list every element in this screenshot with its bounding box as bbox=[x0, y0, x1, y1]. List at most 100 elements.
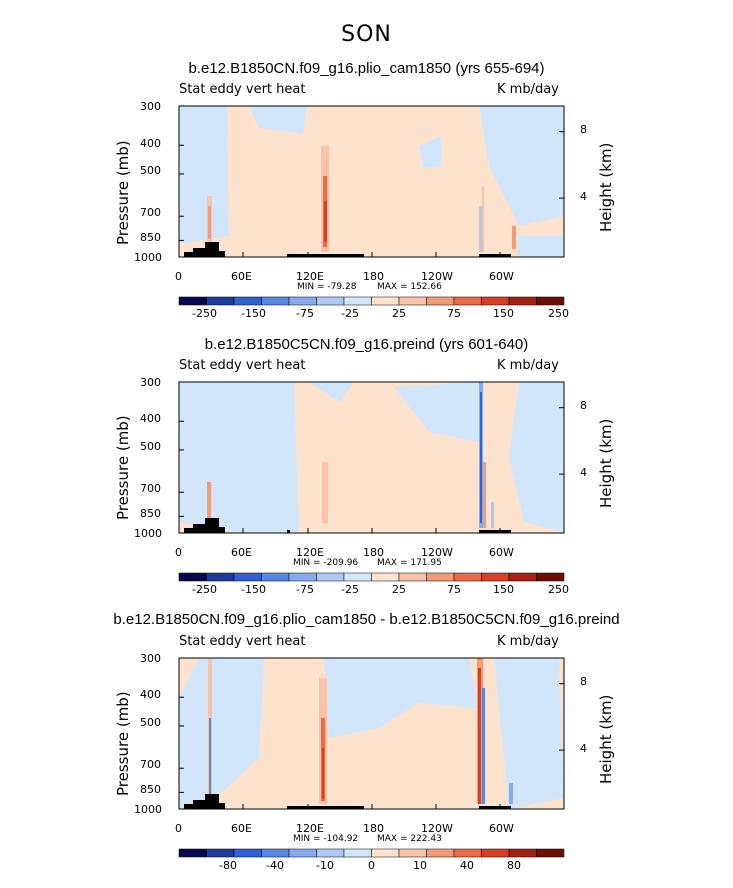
panel-left-label: Stat eddy vert heat bbox=[179, 82, 306, 97]
min-label: MIN = -79.28 bbox=[297, 282, 357, 292]
colorbar-label: 150 bbox=[493, 307, 514, 320]
x-tick: 60E bbox=[231, 270, 252, 283]
x-tick: 60E bbox=[231, 546, 252, 559]
negative-region bbox=[494, 658, 564, 809]
positive-streak bbox=[482, 186, 484, 252]
colorbar-swatch bbox=[536, 296, 565, 306]
colorbar-swatch bbox=[178, 848, 207, 858]
x-tick: 120W bbox=[421, 546, 453, 559]
panel-left-label: Stat eddy vert heat bbox=[179, 634, 306, 649]
y-tick: 700 bbox=[140, 758, 161, 771]
x-tick: 60W bbox=[489, 822, 514, 835]
colorbar-swatch bbox=[343, 572, 372, 582]
topography bbox=[287, 530, 290, 533]
colorbar-swatch bbox=[206, 572, 235, 582]
max-label: MAX = 171.95 bbox=[377, 558, 442, 568]
figure-title: SON bbox=[341, 22, 392, 47]
topography bbox=[479, 530, 511, 533]
positive-streak bbox=[478, 668, 481, 804]
colorbar-swatch bbox=[371, 572, 400, 582]
colorbar-label: -75 bbox=[296, 307, 314, 320]
x-tick: 0 bbox=[175, 546, 182, 559]
colorbar-label: 0 bbox=[368, 859, 375, 872]
y-tick: 500 bbox=[140, 440, 161, 453]
y-tick: 400 bbox=[140, 688, 161, 701]
y2-tick: 8 bbox=[580, 123, 587, 136]
colorbar-swatch bbox=[288, 848, 317, 858]
negative-region bbox=[517, 236, 564, 257]
x-tick: 60E bbox=[231, 822, 252, 835]
y-tick: 1000 bbox=[134, 803, 162, 816]
colorbar-label: 25 bbox=[392, 583, 406, 596]
panel-units-label: K mb/day bbox=[497, 634, 559, 649]
colorbar-label: 80 bbox=[507, 859, 521, 872]
colorbar-label: 10 bbox=[413, 859, 427, 872]
y-tick: 300 bbox=[140, 652, 161, 665]
y-tick: 300 bbox=[140, 100, 161, 113]
colorbar-swatch bbox=[316, 848, 345, 858]
negative-region bbox=[309, 382, 354, 402]
colorbar-swatch bbox=[426, 848, 455, 858]
y-tick: 850 bbox=[140, 231, 161, 244]
y2-tick: 8 bbox=[580, 675, 587, 688]
x-tick: 0 bbox=[175, 822, 182, 835]
colorbar-swatch bbox=[288, 296, 317, 306]
panel-title: b.e12.B1850CN.f09_g16.plio_cam1850 (yrs … bbox=[188, 60, 545, 77]
y-tick: 400 bbox=[140, 412, 161, 425]
positive-streak bbox=[322, 748, 324, 799]
min-label: MIN = -104.92 bbox=[293, 834, 359, 844]
colorbar-label: -10 bbox=[316, 859, 334, 872]
x-tick: 180 bbox=[363, 270, 384, 283]
negative-streak bbox=[209, 718, 211, 801]
colorbar-swatch bbox=[536, 848, 565, 858]
colorbar-swatch bbox=[343, 848, 372, 858]
colorbar-label: 250 bbox=[548, 583, 569, 596]
y-tick: 500 bbox=[140, 164, 161, 177]
y2-tick: 4 bbox=[580, 190, 587, 203]
colorbar-swatch bbox=[316, 572, 345, 582]
colorbar-label: 40 bbox=[460, 859, 474, 872]
negative-region bbox=[394, 382, 479, 442]
positive-streak bbox=[483, 462, 486, 528]
colorbar-swatch bbox=[481, 848, 510, 858]
colorbar-swatch bbox=[261, 848, 290, 858]
colorbar-swatch bbox=[453, 296, 482, 306]
colorbar-label: -150 bbox=[241, 583, 266, 596]
colorbar-swatch bbox=[453, 572, 482, 582]
colorbar-swatch bbox=[233, 848, 262, 858]
colorbar-swatch bbox=[508, 848, 537, 858]
negative-region bbox=[179, 106, 229, 244]
colorbar-label: -40 bbox=[266, 859, 284, 872]
x-tick: 60W bbox=[489, 270, 514, 283]
colorbar-swatch bbox=[426, 296, 455, 306]
topography bbox=[479, 254, 511, 257]
panel-title: b.e12.B1850C5CN.f09_g16.preind (yrs 601-… bbox=[204, 336, 529, 353]
colorbar-label: -25 bbox=[341, 583, 359, 596]
y-tick: 1000 bbox=[134, 251, 162, 264]
y-tick: 1000 bbox=[134, 527, 162, 540]
x-tick: 120E bbox=[296, 546, 324, 559]
colorbar-label: 25 bbox=[392, 307, 406, 320]
colorbar-swatch bbox=[233, 572, 262, 582]
colorbar-swatch bbox=[508, 296, 537, 306]
colorbar-swatch bbox=[261, 572, 290, 582]
colorbar-swatch bbox=[398, 848, 427, 858]
negative-region bbox=[179, 382, 299, 533]
topography bbox=[287, 254, 364, 257]
topography bbox=[184, 242, 225, 257]
colorbar-swatch bbox=[343, 296, 372, 306]
colorbar-swatch bbox=[371, 296, 400, 306]
colorbar-swatch bbox=[288, 572, 317, 582]
min-label: MIN = -209.96 bbox=[293, 558, 359, 568]
y2-tick: 4 bbox=[580, 466, 587, 479]
colorbar-swatch bbox=[481, 572, 510, 582]
colorbar-swatch bbox=[426, 572, 455, 582]
y-tick: 850 bbox=[140, 783, 161, 796]
topography bbox=[287, 806, 364, 809]
colorbar-label: -25 bbox=[341, 307, 359, 320]
colorbar-swatch bbox=[481, 296, 510, 306]
topography bbox=[184, 794, 225, 809]
colorbar-label: -80 bbox=[219, 859, 237, 872]
negative-streak bbox=[479, 206, 483, 252]
